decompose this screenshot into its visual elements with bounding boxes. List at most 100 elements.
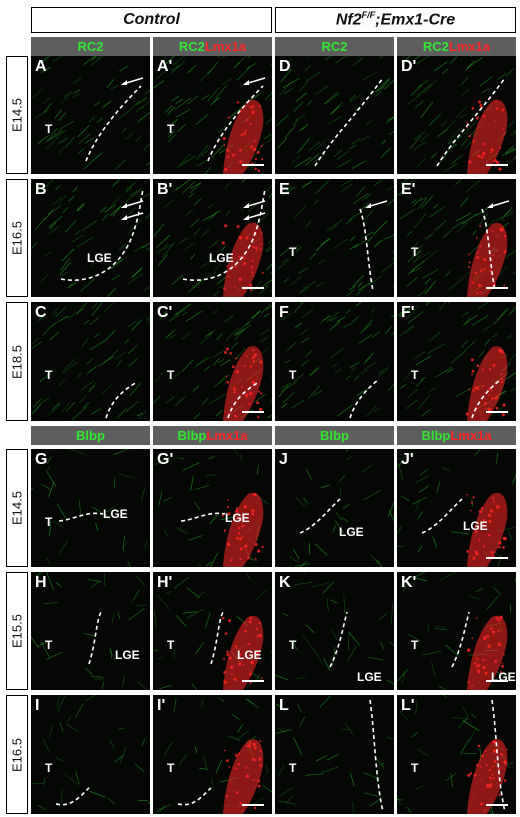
ventricle-boundary-dashed-line: [329, 611, 348, 668]
panel-label: H': [157, 574, 173, 591]
tissue-label-lge: LGE: [87, 251, 112, 265]
scale-bar: [486, 411, 508, 413]
row-label-text: E15.5: [9, 614, 25, 648]
arrow-icon: [243, 212, 266, 220]
ventricle-boundary-dashed-line: [85, 85, 142, 162]
column-header-red-text: Lmx1a: [448, 39, 491, 54]
row-label-text: E16.5: [9, 737, 25, 772]
tissue-label-lge: LGE: [115, 648, 140, 662]
image-panel-j: J LGE: [275, 449, 394, 567]
arrow-icon: [487, 200, 510, 208]
tissue-label-t: T: [411, 638, 419, 652]
tissue-label-t: T: [167, 122, 175, 136]
panel-label: D': [401, 58, 417, 75]
column-header-red-text: Lmx1a: [206, 428, 248, 443]
scale-bar: [242, 287, 264, 289]
ventricle-boundary-dashed-line: [491, 699, 506, 813]
arrow-icon: [121, 200, 144, 208]
row-label: E14.5: [6, 56, 28, 174]
column-header: RC2 Lmx1a: [153, 37, 272, 56]
row-label-text: E16.5: [9, 221, 25, 255]
tissue-label-t: T: [411, 368, 419, 382]
tissue-label-t: T: [289, 638, 297, 652]
scale-bar: [486, 804, 508, 806]
ventricle-boundary-dashed-line: [369, 699, 384, 813]
micrograph-texture: [153, 303, 272, 421]
row-label-text: E14.5: [9, 98, 25, 132]
ventricle-boundary-dashed-line: [421, 498, 463, 534]
column-header-green-text: RC2: [77, 39, 104, 54]
panel-label: C: [35, 304, 47, 321]
ventricle-boundary-dashed-line: [436, 77, 506, 167]
micrograph-texture: [397, 302, 516, 421]
column-header-red-text: Lmx1a: [204, 39, 247, 54]
tissue-label-lge: LGE: [463, 519, 488, 533]
column-header-red-text: Lmx1a: [450, 428, 492, 443]
image-panel-k-prime: K' T LGE: [397, 572, 516, 690]
ventricle-boundary-dashed-line: [227, 381, 259, 419]
tissue-label-t: T: [289, 761, 297, 775]
image-panel-f-prime: F' T: [397, 302, 516, 421]
row-label: E15.5: [6, 572, 28, 690]
panel-label: E': [401, 181, 416, 198]
row-label: E18.5: [6, 302, 28, 421]
arrow-icon: [243, 200, 266, 208]
row-label-text: E14.5: [9, 491, 25, 525]
image-panel-c-prime: C' T: [153, 302, 272, 421]
arrow-icon: [243, 77, 266, 85]
micrograph-texture: [153, 449, 268, 567]
scale-bar: [242, 680, 264, 682]
micrograph-texture: [153, 179, 272, 297]
panel-label: E: [279, 181, 290, 198]
tissue-label-lge: LGE: [103, 507, 128, 521]
ventricle-boundary-dashed-line: [177, 787, 212, 806]
image-panel-k: K T LGE: [275, 572, 394, 690]
micrograph-texture: [397, 572, 516, 690]
tissue-label-t: T: [45, 515, 53, 529]
micrograph-texture: [277, 179, 394, 297]
row-label: E14.5: [6, 449, 28, 567]
image-panel-l-prime: L' T: [397, 695, 516, 814]
column-header: RC2: [275, 37, 394, 56]
tissue-label-t: T: [289, 245, 297, 259]
image-panel-h-prime: H' T LGE: [153, 572, 272, 690]
panel-label: J': [401, 451, 414, 468]
image-panel-b: B LGE: [31, 179, 150, 297]
ventricle-boundary-dashed-line: [210, 611, 224, 665]
panel-label: C': [157, 304, 173, 321]
scale-bar: [242, 164, 264, 166]
arrow-icon: [121, 212, 144, 220]
image-panel-h: H T LGE: [31, 572, 150, 690]
arrow-icon: [365, 200, 388, 208]
ventricle-boundary-dashed-line: [207, 85, 264, 162]
arrow-icon: [121, 77, 144, 85]
scale-bar: [242, 411, 264, 413]
column-header: Blbp: [275, 426, 394, 445]
micrograph-texture: [153, 697, 272, 814]
tissue-label-lge: LGE: [357, 670, 382, 684]
image-panel-g-prime: G' LGE: [153, 449, 272, 567]
micrograph-texture: [31, 449, 148, 567]
panel-label: J: [279, 451, 288, 468]
micrograph-texture: [275, 572, 394, 685]
tissue-label-t: T: [167, 638, 175, 652]
ventricle-boundary-dashed-line: [182, 188, 266, 281]
tissue-label-t: T: [167, 368, 175, 382]
panel-label: L': [401, 697, 415, 714]
image-panel-i-prime: I' T: [153, 695, 272, 814]
panel-label: F': [401, 304, 415, 321]
scale-bar: [486, 557, 508, 559]
panel-label: B: [35, 181, 47, 198]
row-label: E16.5: [6, 695, 28, 814]
image-panel-d: D: [275, 56, 394, 174]
image-panel-b-prime: B' LGE: [153, 179, 272, 297]
tissue-label-lge: LGE: [209, 251, 234, 265]
ventricle-boundary-dashed-line: [349, 380, 378, 419]
micrograph-texture: [397, 695, 515, 814]
micrograph-texture: [32, 695, 150, 811]
micrograph-texture: [31, 56, 150, 170]
panel-label: F: [279, 304, 289, 321]
